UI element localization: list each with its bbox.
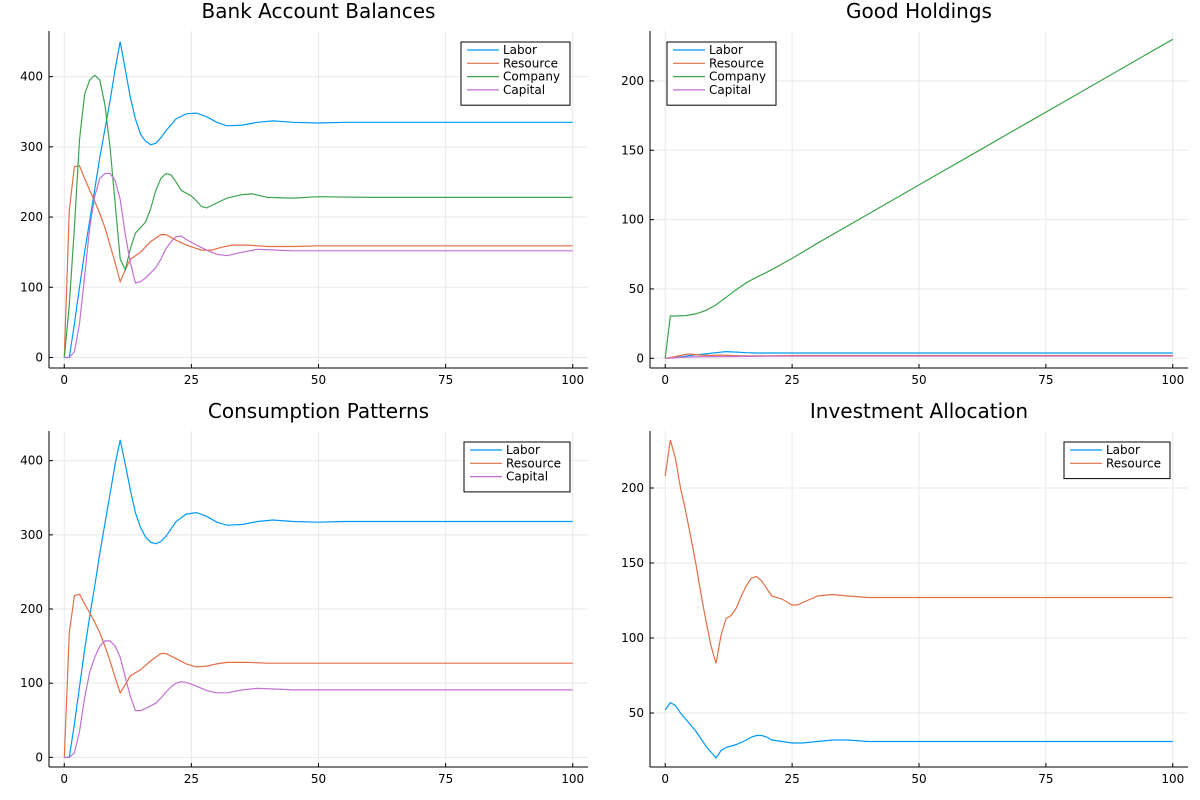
legend-box <box>1063 441 1171 480</box>
y-tick-label: 150 <box>621 556 644 570</box>
series-line-labor <box>64 439 573 758</box>
y-tick-label: 200 <box>20 210 43 224</box>
x-tick-label: 25 <box>184 373 199 387</box>
y-tick-label: 50 <box>629 282 644 296</box>
x-tick-label: 25 <box>184 772 199 786</box>
y-tick-label: 0 <box>636 351 644 365</box>
y-tick-label: 400 <box>20 454 43 468</box>
y-tick-label: 100 <box>20 676 43 690</box>
legend-label: Company <box>709 70 766 84</box>
legend-label: Company <box>503 70 560 84</box>
y-tick-label: 300 <box>20 140 43 154</box>
y-tick-label: 0 <box>35 750 43 764</box>
chart-panel-1: Bank Account Balances 0 25 50 75 100 0 100 200 30… <box>20 0 588 387</box>
x-tick-label: 100 <box>1161 772 1184 786</box>
x-tick-label: 50 <box>911 373 926 387</box>
series-line-resource <box>63 165 573 358</box>
series-line-resource <box>664 439 1173 664</box>
chart-panel-2: Good Holdings 0 25 50 75 100 0 50 100 150 200 Labor… <box>621 0 1188 387</box>
legend-label: Resource <box>503 56 558 70</box>
series-line-company <box>63 74 573 358</box>
chart-title: Consumption Patterns <box>208 399 429 423</box>
series-line-capital <box>64 640 573 758</box>
legend-label: Capital <box>503 83 545 97</box>
x-tick-label: 50 <box>911 772 926 786</box>
series-line-labor <box>64 41 573 359</box>
y-tick-label: 100 <box>621 213 644 227</box>
legend-label: Labor <box>503 43 537 57</box>
y-tick-label: 100 <box>621 631 644 645</box>
series-line-resource <box>665 353 1173 359</box>
chart-panel-3: Consumption Patterns 0 25 50 75 100 0 100 200 300… <box>20 399 588 786</box>
y-tick-label: 0 <box>35 350 43 364</box>
x-tick-label: 50 <box>311 373 326 387</box>
series-line-resource <box>63 593 573 758</box>
legend-box <box>460 41 571 106</box>
chart-title: Bank Account Balances <box>202 0 436 23</box>
x-tick-label: 75 <box>1038 373 1053 387</box>
chart-panel-4: Investment Allocation 0 25 50 75 100 50 100 150 2… <box>621 399 1188 786</box>
x-tick-label: 0 <box>661 373 669 387</box>
legend-label: Labor <box>506 443 540 457</box>
x-tick-label: 100 <box>561 373 584 387</box>
x-tick-label: 0 <box>60 373 68 387</box>
y-tick-label: 400 <box>20 70 43 84</box>
chart-title: Investment Allocation <box>810 399 1028 423</box>
x-tick-label: 100 <box>1161 373 1184 387</box>
x-tick-label: 75 <box>438 373 453 387</box>
series-line-capital <box>64 172 573 359</box>
x-tick-label: 25 <box>784 772 799 786</box>
series-line-capital <box>665 355 1173 359</box>
series-line-labor <box>665 350 1173 359</box>
y-tick-label: 300 <box>20 528 43 542</box>
y-tick-label: 200 <box>621 74 644 88</box>
x-tick-label: 0 <box>661 772 669 786</box>
x-tick-label: 100 <box>561 772 584 786</box>
chart-title: Good Holdings <box>846 0 992 23</box>
series-line-company <box>664 38 1174 359</box>
x-tick-label: 75 <box>438 772 453 786</box>
x-tick-label: 0 <box>60 772 68 786</box>
y-tick-label: 200 <box>621 481 644 495</box>
x-tick-label: 50 <box>311 772 326 786</box>
legend-label: Capital <box>709 83 751 97</box>
legend-label: Resource <box>1106 456 1161 470</box>
y-tick-label: 50 <box>629 706 644 720</box>
legend-label: Labor <box>1106 443 1140 457</box>
y-tick-label: 150 <box>621 143 644 157</box>
legend-label: Resource <box>709 56 764 70</box>
series-line-labor <box>664 701 1173 759</box>
legend-label: Resource <box>506 456 561 470</box>
y-tick-label: 200 <box>20 602 43 616</box>
x-tick-label: 75 <box>1038 772 1053 786</box>
legend-box <box>666 41 777 106</box>
legend-label: Capital <box>506 470 548 484</box>
x-tick-label: 25 <box>784 373 799 387</box>
legend-label: Labor <box>709 43 743 57</box>
y-tick-label: 100 <box>20 280 43 294</box>
